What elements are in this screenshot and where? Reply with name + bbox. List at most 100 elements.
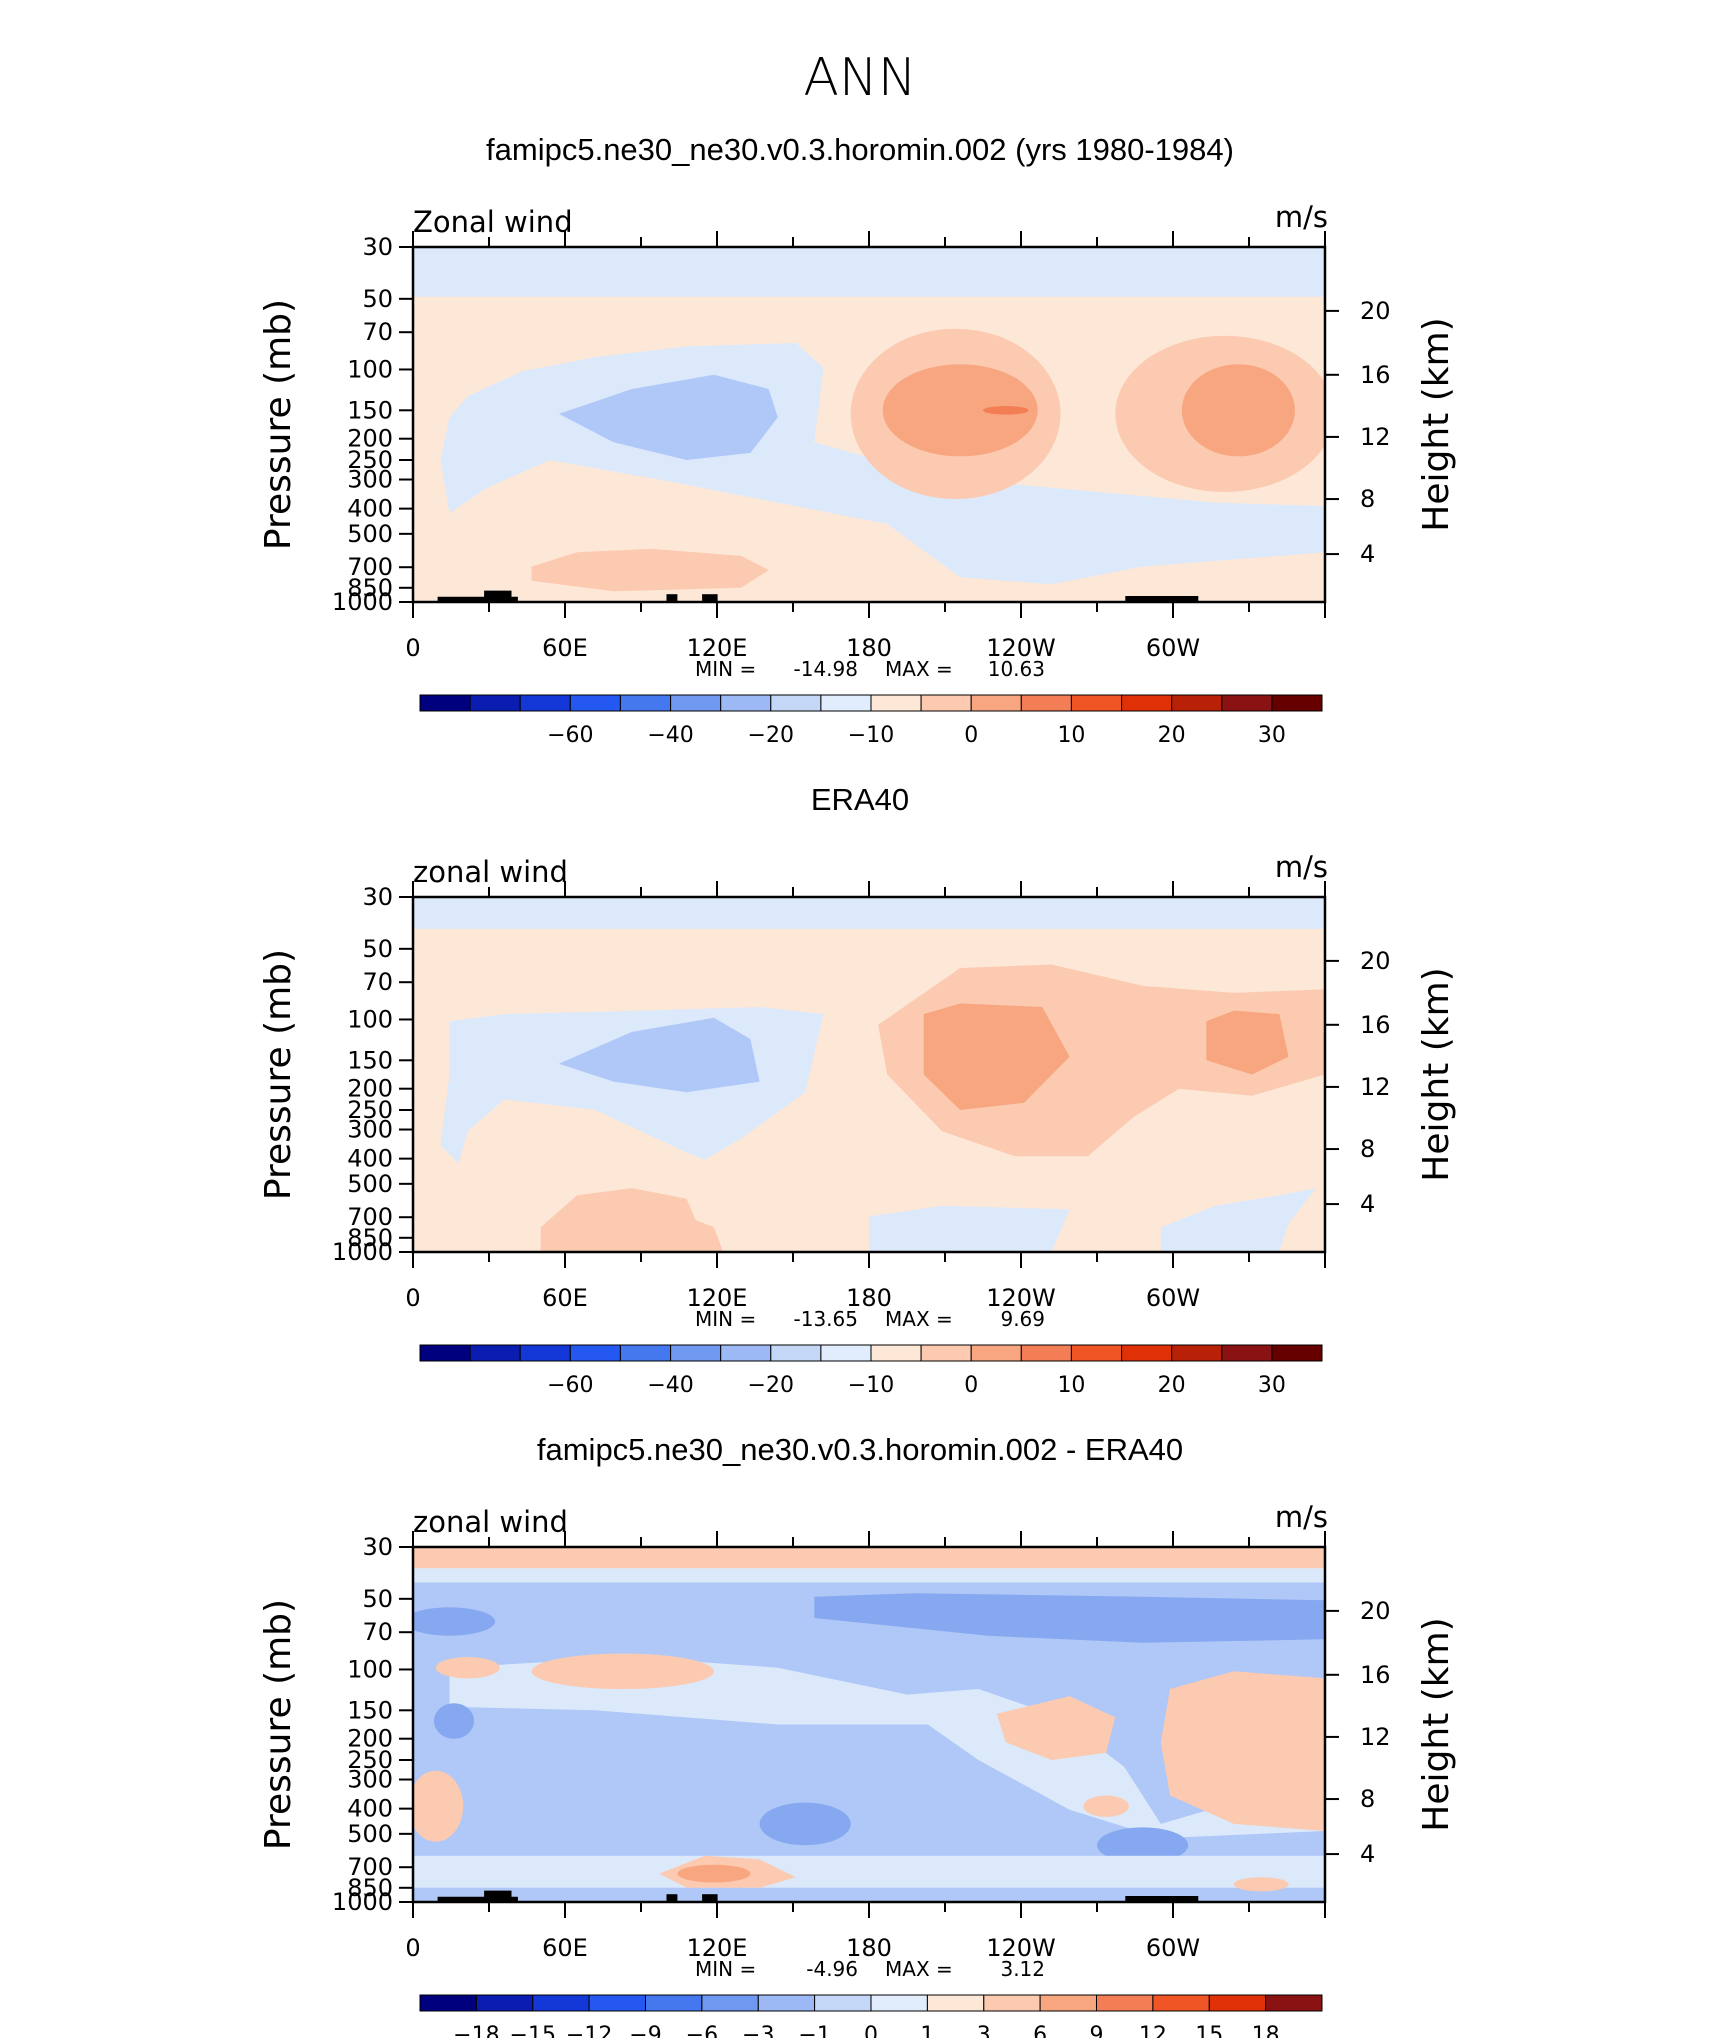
colorbar-label: −10: [848, 1373, 894, 1398]
x-tick-label: 180: [846, 634, 892, 662]
x-tick-label: 120E: [687, 1934, 748, 1962]
colorbar-label: 3: [977, 2023, 991, 2038]
contour-region: [435, 1657, 500, 1679]
colorbar-box: [1020, 694, 1072, 712]
colorbar-box: [619, 1344, 672, 1362]
contour-region: [677, 1864, 751, 1883]
y-tick-label: 400: [347, 1795, 393, 1823]
contour-region: [558, 1017, 760, 1093]
y-tick-label: 300: [347, 1766, 393, 1794]
units-label: m/s: [1275, 850, 1328, 884]
y-tick-label: 70: [362, 1618, 393, 1646]
x-tick-label: 60E: [542, 1284, 588, 1312]
x-tick-label: 120E: [687, 1284, 748, 1312]
y-tick-label: 100: [347, 355, 393, 383]
units-label: m/s: [1275, 1500, 1328, 1534]
contour-region: [887, 1681, 1325, 1839]
contour-region: [983, 406, 1029, 415]
y-tick-label: 200: [347, 1075, 393, 1103]
figure-title: ANN: [803, 48, 916, 108]
topography-mask: [666, 594, 678, 602]
y-tick-label: 250: [347, 1096, 393, 1124]
y2-tick-label: 12: [1360, 1073, 1391, 1101]
y-tick-label: 250: [347, 1746, 393, 1774]
colorbar-label: 15: [1195, 2023, 1223, 2038]
y2-tick-label: 8: [1360, 1785, 1375, 1813]
y-tick-label: 700: [347, 1853, 393, 1881]
y-tick-label: 1000: [332, 1888, 393, 1916]
y2-tick-label: 12: [1360, 1723, 1391, 1751]
min-label: MIN =: [695, 1957, 756, 1981]
variable-label: zonal wind: [413, 1505, 568, 1539]
y-tick-label: 500: [347, 1170, 393, 1198]
colorbar-box: [920, 1344, 972, 1362]
contour-field: [413, 247, 1325, 602]
colorbar-box: [770, 1344, 822, 1362]
colorbar-label: −9: [629, 2023, 661, 2038]
colorbar-box: [569, 694, 621, 712]
x-tick-label: 180: [846, 1934, 892, 1962]
colorbar-label: −20: [748, 1373, 794, 1398]
y-tick-label: 70: [362, 318, 393, 346]
colorbar-box: [870, 1344, 922, 1362]
y-tick-label: 70: [362, 968, 393, 996]
colorbar-box: [1265, 1994, 1323, 2012]
colorbar-label: −3: [742, 2023, 774, 2038]
contour-region: [531, 548, 769, 592]
y-tick-label: 30: [362, 883, 393, 911]
colorbar-label: −40: [647, 1373, 693, 1398]
colorbar-label: 18: [1252, 2023, 1280, 2038]
colorbar-box: [670, 1344, 722, 1362]
y2-axis-title: Height (km): [1416, 967, 1457, 1181]
colorbar-label: 9: [1090, 2023, 1104, 2038]
y-tick-label: 500: [347, 1820, 393, 1848]
colorbar-box: [870, 694, 922, 712]
colorbar: −60 −40 −20 −10 0 10 20 30: [419, 1344, 1323, 1398]
y-tick-label: 150: [347, 1046, 393, 1074]
y2-tick-label: 16: [1360, 1661, 1391, 1689]
x-tick-label: 60E: [542, 1934, 588, 1962]
y2-tick-label: 4: [1360, 1190, 1375, 1218]
y-axis-title: Pressure (mb): [258, 949, 299, 1200]
variable-label: Zonal wind: [413, 205, 573, 239]
y-tick-label: 850: [347, 1874, 393, 1902]
colorbar-label: −6: [686, 2023, 718, 2038]
x-tick-label: 60W: [1146, 1934, 1200, 1962]
colorbar-label: −10: [848, 723, 894, 748]
y-tick-label: 50: [362, 285, 393, 313]
x-tick-label: 0: [405, 634, 420, 662]
y-tick-label: 30: [362, 233, 393, 261]
colorbar-box: [870, 1994, 928, 2012]
x-tick-label: 120W: [986, 1284, 1056, 1312]
max-label: MAX =: [885, 1307, 953, 1331]
panel-1: famipc5.ne30_ne30.v0.3.horomin.002 (yrs …: [258, 132, 1457, 748]
contour-region: [558, 374, 778, 460]
contour-region: [996, 1696, 1116, 1760]
y-axis-title: Pressure (mb): [258, 1599, 299, 1850]
colorbar-box: [920, 694, 972, 712]
colorbar: −18 −15 −12 −9 −6 −3 −1 0 1 3 6 9 12 15 18: [419, 1994, 1323, 2038]
colorbar-box: [619, 694, 672, 712]
min-label: MIN =: [695, 1307, 756, 1331]
contour-region: [882, 364, 1038, 457]
y2-tick-label: 20: [1360, 297, 1391, 325]
contour-region: [1083, 1795, 1129, 1817]
y-tick-label: 50: [362, 1585, 393, 1613]
min-value: -14.98: [794, 657, 858, 681]
colorbar-box: [1039, 1994, 1097, 2012]
contour-region: [1097, 1827, 1189, 1863]
colorbar-box: [820, 694, 872, 712]
colorbar-box: [770, 694, 822, 712]
y-tick-label: 850: [347, 574, 393, 602]
contour-field: [413, 1547, 1325, 1902]
y-tick-label: 700: [347, 1203, 393, 1231]
colorbar-box: [1020, 1344, 1072, 1362]
min-value: -4.96: [806, 1957, 858, 1981]
colorbar-label: −20: [748, 723, 794, 748]
colorbar-box: [970, 1344, 1022, 1362]
contour-region: [759, 1802, 851, 1846]
y-tick-label: 30: [362, 1533, 393, 1561]
colorbar-label: −1: [798, 2023, 830, 2038]
contour-region: [1160, 1188, 1316, 1252]
